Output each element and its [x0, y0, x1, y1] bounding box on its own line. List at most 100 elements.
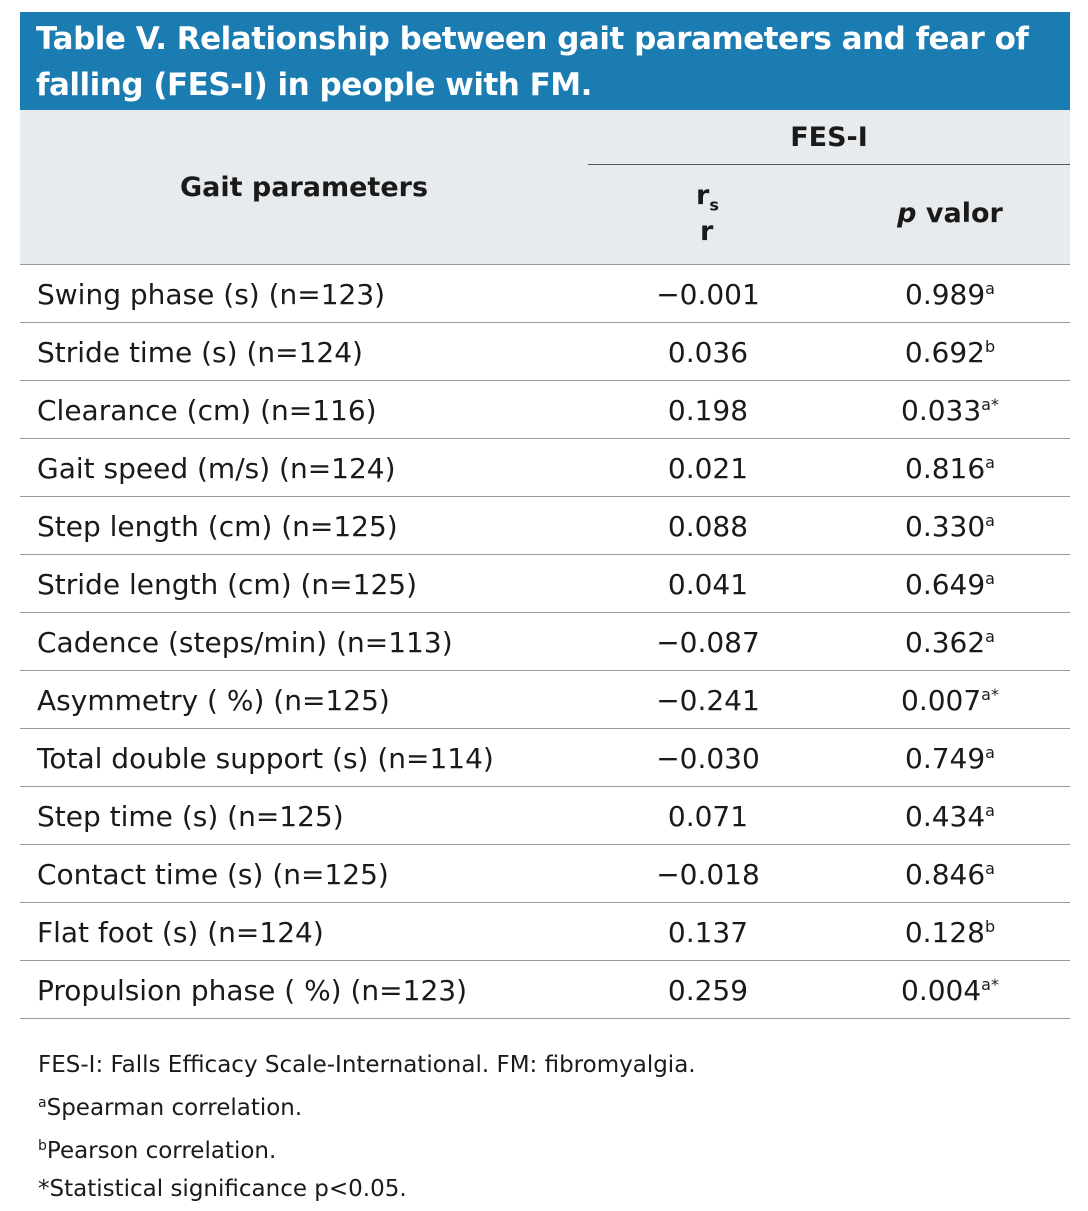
row-label: Contact time (s) (n=125) — [37, 858, 389, 891]
table-row: Contact time (s) (n=125) −0.018 0.846a — [20, 845, 1070, 903]
group-rule — [588, 164, 1070, 165]
p-cell: 0.816a — [830, 452, 1070, 485]
row-label: Step time (s) (n=125) — [37, 800, 344, 833]
footnote-mark: a — [38, 1095, 47, 1111]
p-value: 0.846 — [905, 858, 986, 891]
p-value: 0.649 — [905, 568, 986, 601]
p-cell: 0.434a — [830, 800, 1070, 833]
p-note: a — [985, 569, 995, 588]
footnote: aSpearman correlation. — [38, 1084, 696, 1127]
footnote-text: Spearman correlation. — [46, 1095, 303, 1121]
r-header: r — [700, 216, 714, 247]
rs-value: 0.137 — [667, 916, 749, 949]
p-header: p valor — [830, 198, 1070, 229]
p-note: a — [985, 801, 995, 820]
p-cell: 0.846a — [830, 858, 1070, 891]
row-label: Stride length (cm) (n=125) — [37, 568, 418, 601]
table-row: Total double support (s) (n=114) −0.030 0.… — [20, 729, 1070, 787]
row-label: Clearance (cm) (n=116) — [37, 394, 377, 427]
p-cell: 0.128b — [830, 916, 1070, 949]
p-note: b — [985, 337, 996, 356]
rs-value: −0.001 — [656, 278, 760, 311]
p-cell: 0.749a — [830, 742, 1070, 775]
p-cell: 0.330a — [830, 510, 1070, 543]
table-row: Step length (cm) (n=125) 0.088 0.330a — [20, 497, 1070, 555]
rs-value: −0.030 — [656, 742, 760, 775]
rs-value: −0.087 — [656, 626, 760, 659]
footnote-text: Pearson correlation. — [46, 1138, 277, 1164]
table-row: Stride time (s) (n=124) 0.036 0.692b — [20, 323, 1070, 381]
table-row: Asymmetry ( %) (n=125) −0.241 0.007a* — [20, 671, 1070, 729]
rs-header: rs — [696, 180, 719, 214]
row-label: Flat foot (s) (n=124) — [37, 916, 324, 949]
row-label: Gait speed (m/s) (n=124) — [37, 452, 396, 485]
row-label: Propulsion phase ( %) (n=123) — [37, 974, 468, 1007]
table-body: Swing phase (s) (n=123) −0.001 0.989a Strid… — [20, 265, 1070, 1019]
table-row: Propulsion phase ( %) (n=123) 0.259 0.004a… — [20, 961, 1070, 1019]
title: Table V. Relationship between gait param… — [20, 12, 1070, 110]
table-figure: Table V. Relationship between gait param… — [20, 12, 1070, 1019]
rs-value: 0.071 — [667, 800, 749, 833]
p-note: a* — [981, 975, 999, 994]
table-row: Gait speed (m/s) (n=124) 0.021 0.816a — [20, 439, 1070, 497]
row-label: Asymmetry ( %) (n=125) — [37, 684, 390, 717]
footnote-mark: b — [38, 1138, 47, 1154]
p-value: 0.816 — [905, 452, 986, 485]
row-label: Step length (cm) (n=125) — [37, 510, 398, 543]
p-cell: 0.362a — [830, 626, 1070, 659]
p-value: 0.004 — [901, 974, 982, 1007]
rs-value: 0.088 — [667, 510, 749, 543]
p-rest: valor — [916, 198, 1003, 229]
table-row: Clearance (cm) (n=116) 0.198 0.033a* — [20, 381, 1070, 439]
rs-value: 0.041 — [667, 568, 749, 601]
table-row: Swing phase (s) (n=123) −0.001 0.989a — [20, 265, 1070, 323]
p-value: 0.007 — [901, 684, 982, 717]
p-note: a — [985, 627, 995, 646]
table-row: Cadence (steps/min) (n=113) −0.087 0.362a — [20, 613, 1070, 671]
p-note: a — [985, 859, 995, 878]
row-label-header: Gait parameters — [179, 172, 429, 203]
p-value: 0.749 — [905, 742, 986, 775]
p-cell: 0.004a* — [830, 974, 1070, 1007]
p-note: a — [985, 743, 995, 762]
group-header: FES-I — [790, 122, 868, 153]
p-note: a* — [981, 685, 999, 704]
table-row: Flat foot (s) (n=124) 0.137 0.128b — [20, 903, 1070, 961]
footnote-text: FES-I: Falls Efficacy Scale-Internationa… — [38, 1052, 696, 1078]
table-row: Stride length (cm) (n=125) 0.041 0.649a — [20, 555, 1070, 613]
footnote-text: *Statistical significance p<0.05. — [38, 1176, 407, 1202]
footnotes: FES-I: Falls Efficacy Scale-Internationa… — [38, 1046, 696, 1208]
p-note: b — [985, 917, 996, 936]
p-value: 0.434 — [905, 800, 986, 833]
p-italic: p — [897, 198, 917, 229]
p-note: a — [985, 511, 995, 530]
p-value: 0.033 — [901, 394, 982, 427]
p-note: a — [985, 279, 995, 298]
rs-value: 0.036 — [667, 336, 749, 369]
p-cell: 0.989a — [830, 278, 1070, 311]
p-note: a* — [981, 395, 999, 414]
p-note: a — [985, 453, 995, 472]
p-cell: 0.007a* — [830, 684, 1070, 717]
row-label: Cadence (steps/min) (n=113) — [37, 626, 453, 659]
row-label: Swing phase (s) (n=123) — [37, 278, 386, 311]
table-row: Step time (s) (n=125) 0.071 0.434a — [20, 787, 1070, 845]
rs-value: 0.259 — [667, 974, 749, 1007]
rs-value: 0.198 — [667, 394, 749, 427]
footnote: *Statistical significance p<0.05. — [38, 1170, 696, 1208]
rs-main: r — [696, 180, 710, 211]
p-value: 0.330 — [905, 510, 986, 543]
p-cell: 0.692b — [830, 336, 1070, 369]
table-header: FES-I Gait parameters rs r p valor — [20, 110, 1070, 265]
rs-value: 0.021 — [667, 452, 749, 485]
p-value: 0.128 — [904, 916, 985, 949]
p-cell: 0.033a* — [830, 394, 1070, 427]
rs-sub: s — [709, 195, 719, 215]
footnote: FES-I: Falls Efficacy Scale-Internationa… — [38, 1046, 696, 1084]
row-label: Total double support (s) (n=114) — [37, 742, 494, 775]
p-value: 0.362 — [905, 626, 986, 659]
p-value: 0.692 — [904, 336, 985, 369]
rs-value: −0.241 — [656, 684, 760, 717]
footnote: bPearson correlation. — [38, 1127, 696, 1170]
